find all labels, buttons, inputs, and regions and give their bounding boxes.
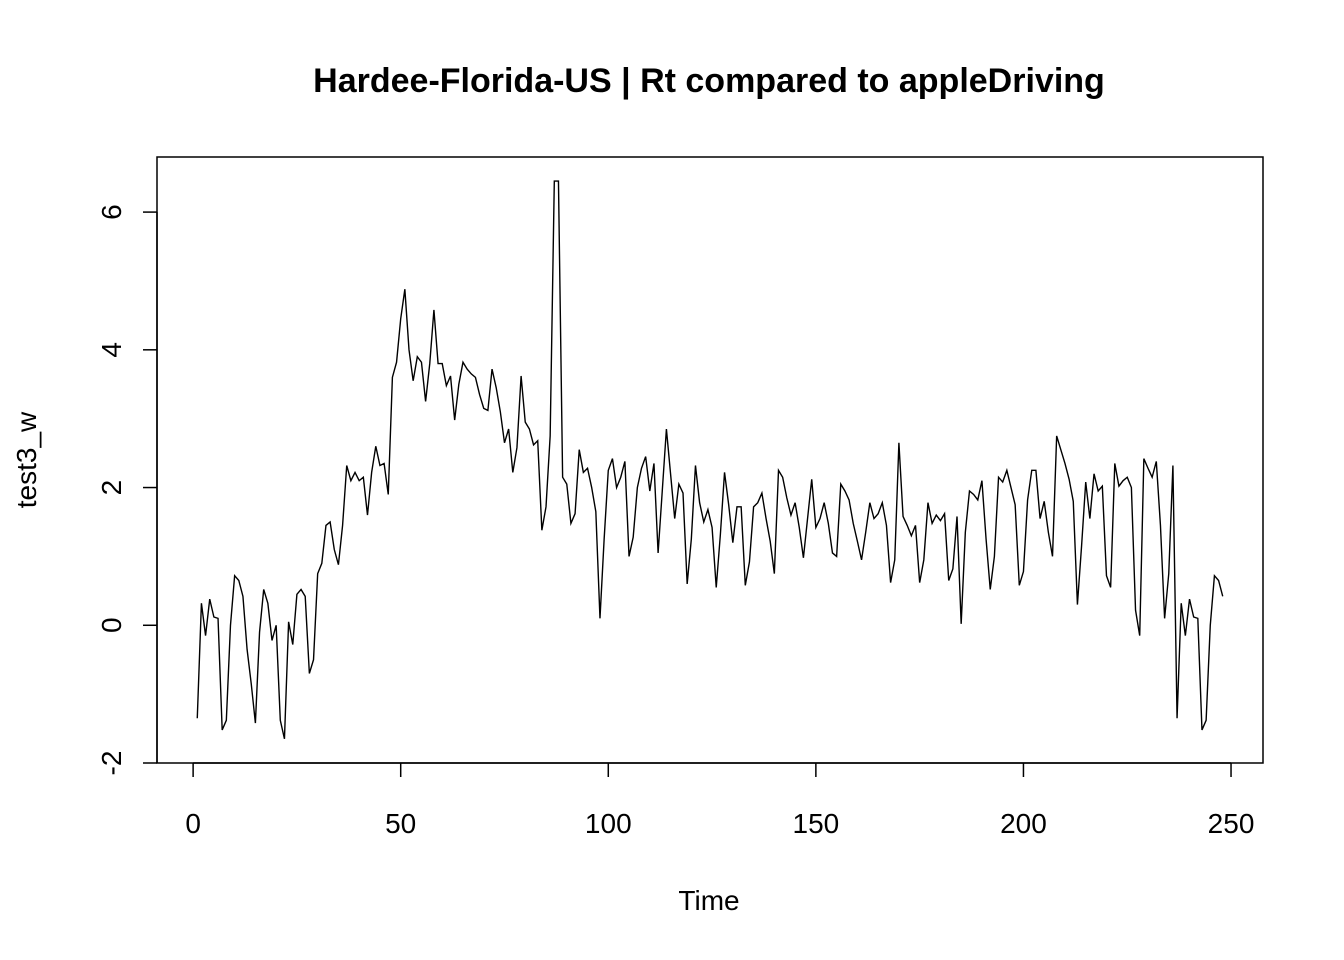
x-tick-label: 200	[1000, 808, 1047, 839]
x-axis-label: Time	[678, 885, 739, 916]
y-tick-label: 4	[96, 342, 127, 358]
x-tick-label: 150	[793, 808, 840, 839]
x-tick-label: 100	[585, 808, 632, 839]
y-tick-label: -2	[96, 751, 127, 776]
y-tick-label: 2	[96, 480, 127, 496]
y-tick-label: 0	[96, 617, 127, 633]
y-axis-label: test3_w	[11, 411, 42, 508]
x-tick-label: 50	[385, 808, 416, 839]
plot-frame	[156, 156, 1264, 764]
x-tick-label: 250	[1208, 808, 1255, 839]
chart-title: Hardee-Florida-US | Rt compared to apple…	[313, 62, 1105, 100]
series-line-0	[196, 180, 1224, 740]
x-tick-label: 0	[185, 808, 201, 839]
y-tick-label: 6	[96, 204, 127, 220]
x-axis: 0 50 100 150 200 250	[185, 762, 1255, 839]
series-layer	[196, 180, 1224, 740]
y-axis: -2 0 2 4 6	[96, 204, 158, 776]
